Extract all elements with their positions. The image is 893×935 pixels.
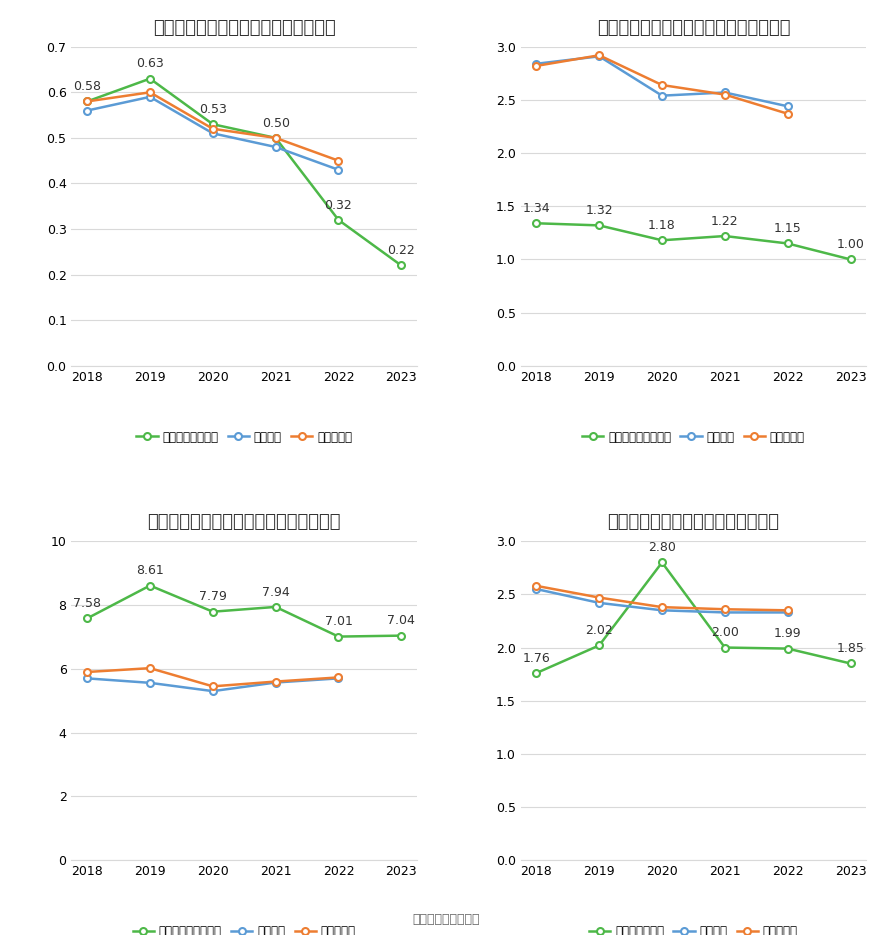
Text: 2.00: 2.00: [711, 626, 739, 640]
Text: 1.22: 1.22: [711, 215, 739, 228]
Text: 7.04: 7.04: [388, 614, 415, 627]
Title: 西点药业历年应收账款周转率情况（次）: 西点药业历年应收账款周转率情况（次）: [147, 513, 341, 531]
Text: 1.76: 1.76: [522, 652, 550, 665]
Text: 1.15: 1.15: [774, 223, 802, 235]
Text: 1.85: 1.85: [837, 642, 864, 655]
Text: 0.58: 0.58: [73, 80, 101, 94]
Title: 西点药业历年存货周转率情况（次）: 西点药业历年存货周转率情况（次）: [607, 513, 780, 531]
Text: 1.99: 1.99: [774, 627, 802, 640]
Title: 西点药业历年固定资产周转率情况（次）: 西点药业历年固定资产周转率情况（次）: [597, 19, 790, 36]
Text: 0.32: 0.32: [324, 198, 353, 211]
Legend: 公司存货周转率, 行业均值, 行业中位数: 公司存货周转率, 行业均值, 行业中位数: [584, 920, 803, 935]
Text: 0.53: 0.53: [199, 103, 227, 116]
Text: 0.63: 0.63: [136, 57, 163, 70]
Title: 西点药业历年总资产周转率情况（次）: 西点药业历年总资产周转率情况（次）: [153, 19, 336, 36]
Text: 7.94: 7.94: [262, 585, 289, 598]
Text: 7.79: 7.79: [199, 590, 227, 603]
Text: 0.22: 0.22: [388, 244, 415, 257]
Text: 数据来源：恒生聚源: 数据来源：恒生聚源: [413, 913, 480, 926]
Text: 8.61: 8.61: [136, 564, 163, 577]
Text: 7.58: 7.58: [73, 597, 101, 610]
Text: 2.80: 2.80: [648, 541, 676, 554]
Legend: 公司固定资产周转率, 行业均值, 行业中位数: 公司固定资产周转率, 行业均值, 行业中位数: [577, 425, 810, 448]
Text: 1.18: 1.18: [648, 219, 676, 232]
Text: 1.00: 1.00: [837, 238, 864, 252]
Text: 2.02: 2.02: [585, 624, 613, 637]
Legend: 公司总资产周转率, 行业均值, 行业中位数: 公司总资产周转率, 行业均值, 行业中位数: [131, 425, 357, 448]
Text: 1.34: 1.34: [522, 202, 550, 215]
Text: 1.32: 1.32: [586, 204, 613, 217]
Text: 7.01: 7.01: [324, 615, 353, 628]
Legend: 公司应收账款周转率, 行业均值, 行业中位数: 公司应收账款周转率, 行业均值, 行业中位数: [128, 920, 361, 935]
Text: 0.50: 0.50: [262, 117, 289, 130]
